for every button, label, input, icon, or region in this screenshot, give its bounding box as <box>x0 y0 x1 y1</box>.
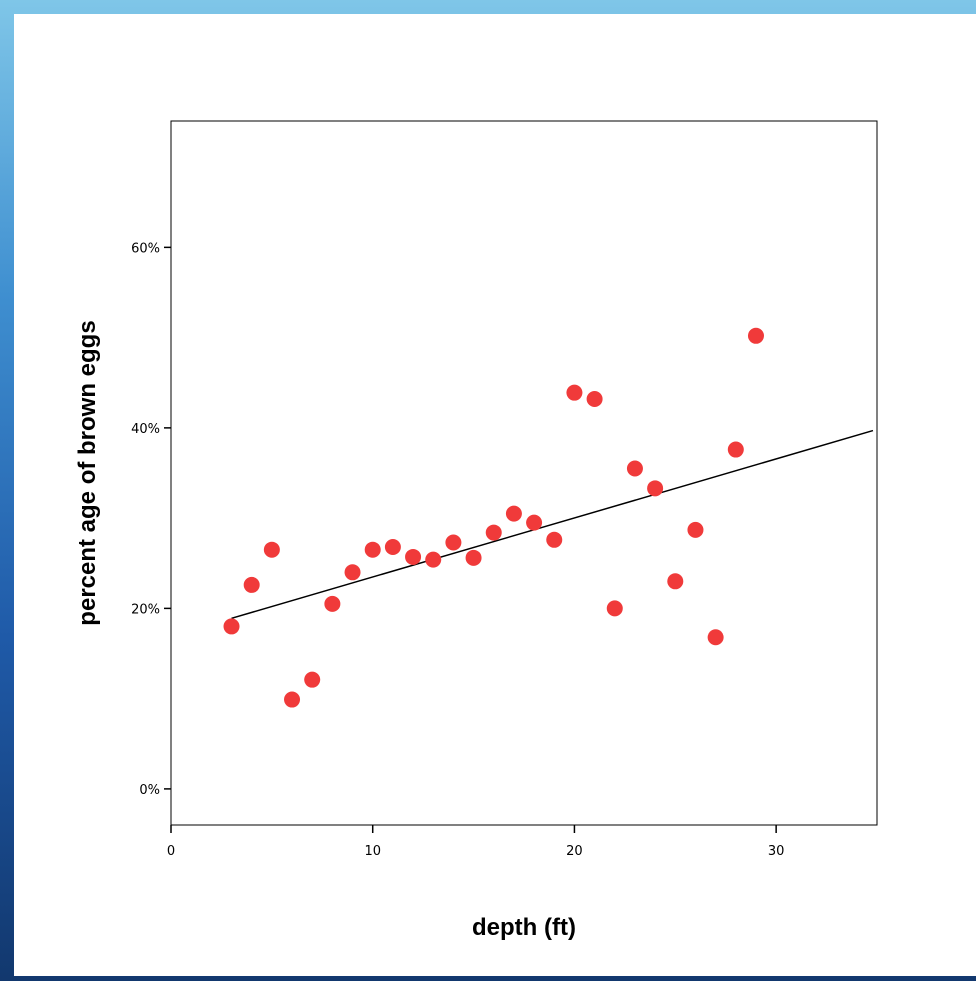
data-point <box>223 618 240 635</box>
y-tick-label: 40% <box>131 422 160 437</box>
y-axis-title: percent age of brown eggs <box>74 320 101 625</box>
data-point <box>647 480 664 497</box>
data-point <box>284 691 301 708</box>
data-point <box>324 595 341 612</box>
regression-line <box>231 429 874 620</box>
chart-panel <box>14 14 976 976</box>
y-tick-label: 60% <box>131 241 160 256</box>
x-tick-label: 20 <box>566 844 583 859</box>
data-point <box>405 548 422 565</box>
data-point <box>364 541 381 558</box>
data-point <box>707 629 724 646</box>
x-axis-title: depth (ft) <box>472 914 576 941</box>
y-axis-ticks: 0% 20% 40% 60% <box>131 241 171 798</box>
data-point <box>747 327 764 344</box>
data-point <box>485 524 502 541</box>
data-point <box>505 505 522 522</box>
data-point <box>566 384 583 401</box>
x-tick-label: 30 <box>768 844 785 859</box>
data-point <box>526 514 543 531</box>
data-point <box>606 600 623 617</box>
data-point <box>384 539 401 556</box>
data-point <box>687 521 704 538</box>
x-axis-ticks: 0 10 20 30 <box>167 825 785 859</box>
y-tick-label: 0% <box>139 783 160 798</box>
data-point <box>626 460 643 477</box>
x-tick-label: 10 <box>364 844 381 859</box>
data-point <box>546 531 563 548</box>
data-point <box>263 541 280 558</box>
x-tick-label: 0 <box>167 844 175 859</box>
data-point <box>727 441 744 458</box>
data-point <box>465 549 482 566</box>
data-point <box>304 671 321 688</box>
data-point <box>667 573 684 590</box>
data-point <box>445 534 462 551</box>
y-tick-label: 20% <box>131 602 160 617</box>
data-point <box>586 390 603 407</box>
data-points <box>223 327 764 708</box>
data-point <box>243 576 260 593</box>
data-point <box>344 564 361 581</box>
data-point <box>425 551 442 568</box>
plot-area <box>170 120 878 826</box>
